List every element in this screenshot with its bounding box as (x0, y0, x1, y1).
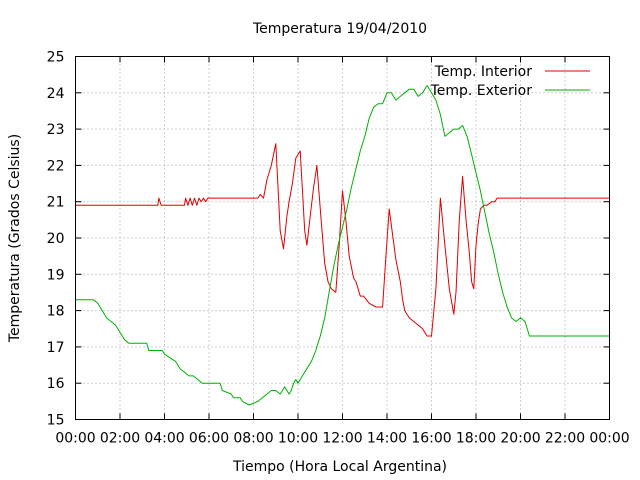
legend-label: Temp. Interior (434, 64, 533, 80)
y-tick-labels: 15 16 17 18 19 20 21 22 23 24 25 (47, 50, 65, 429)
x-tick-label: 04:00 (144, 431, 184, 447)
grid-lines (75, 56, 610, 420)
legend-label: Temp. Exterior (430, 83, 533, 99)
legend: Temp. Interior Temp. Exterior (430, 64, 590, 99)
plot-frame (75, 56, 610, 420)
series-layer (75, 85, 610, 406)
x-tick-label: 00:00 (589, 431, 629, 447)
y-tick-label: 18 (47, 304, 65, 320)
x-axis-label: Tiempo (Hora Local Argentina) (232, 459, 447, 475)
x-tick-label: 06:00 (189, 431, 229, 447)
y-tick-label: 17 (47, 340, 65, 356)
x-tick-labels: 00:00 02:00 04:00 06:00 08:00 10:00 12:00 14:00… (55, 431, 629, 447)
series-line-temp-interior (75, 143, 610, 337)
y-tick-label: 15 (47, 413, 65, 429)
x-tick-label: 00:00 (55, 431, 95, 447)
y-axis-label: Temperatura (Grados Celsius) (7, 134, 23, 343)
x-tick-label: 10:00 (278, 431, 318, 447)
y-tick-label: 19 (47, 267, 65, 283)
x-tick-label: 08:00 (233, 431, 273, 447)
x-tick-label: 16:00 (411, 431, 451, 447)
x-tick-label: 14:00 (367, 431, 407, 447)
x-tick-label: 18:00 (456, 431, 496, 447)
x-tick-label: 12:00 (322, 431, 362, 447)
y-tick-label: 16 (47, 376, 65, 392)
y-tick-label: 25 (47, 50, 65, 66)
x-tick-label: 20:00 (500, 431, 540, 447)
y-tick-label: 24 (47, 86, 65, 102)
y-tick-label: 23 (47, 122, 65, 138)
x-tick-label: 02:00 (100, 431, 140, 447)
y-tick-label: 22 (47, 158, 65, 174)
series-line-temp-exterior (75, 85, 610, 406)
x-tick-label: 22:00 (545, 431, 585, 447)
chart-title: Temperatura 19/04/2010 (252, 21, 427, 37)
y-tick-label: 21 (47, 195, 65, 211)
y-tick-label: 20 (47, 231, 65, 247)
